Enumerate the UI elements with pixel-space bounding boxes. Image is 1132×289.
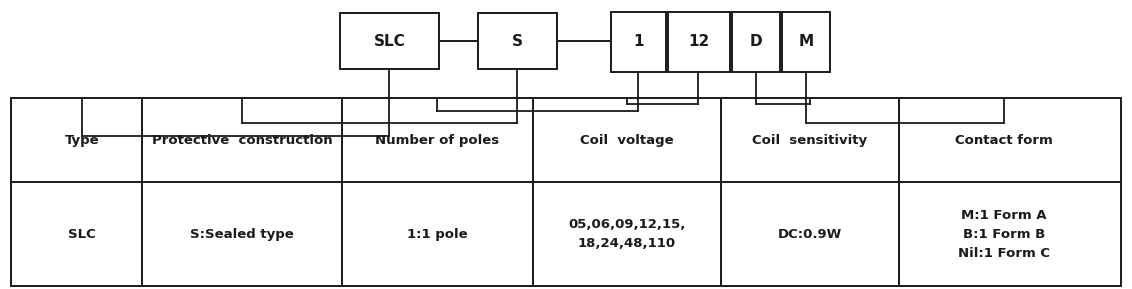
Text: DC:0.9W: DC:0.9W bbox=[778, 228, 842, 240]
Bar bbox=[478, 13, 557, 69]
Text: Contact form: Contact form bbox=[955, 134, 1053, 147]
Text: Number of poles: Number of poles bbox=[375, 134, 499, 147]
Bar bbox=[732, 12, 780, 72]
Text: 12: 12 bbox=[688, 34, 710, 49]
Text: M:1 Form A
B:1 Form B
Nil:1 Form C: M:1 Form A B:1 Form B Nil:1 Form C bbox=[958, 209, 1050, 260]
Text: D: D bbox=[749, 34, 763, 49]
Text: 1: 1 bbox=[633, 34, 644, 49]
Text: Protective  construction: Protective construction bbox=[152, 134, 333, 147]
Text: SLC: SLC bbox=[374, 34, 405, 49]
Bar bbox=[668, 12, 730, 72]
Text: Coil  sensitivity: Coil sensitivity bbox=[753, 134, 867, 147]
Text: SLC: SLC bbox=[68, 228, 96, 240]
Text: S: S bbox=[512, 34, 523, 49]
Text: Type: Type bbox=[65, 134, 100, 147]
Text: S:Sealed type: S:Sealed type bbox=[190, 228, 294, 240]
Text: Coil  voltage: Coil voltage bbox=[581, 134, 674, 147]
Text: 05,06,09,12,15,
18,24,48,110: 05,06,09,12,15, 18,24,48,110 bbox=[568, 218, 686, 250]
Text: 1:1 pole: 1:1 pole bbox=[408, 228, 468, 240]
Bar bbox=[611, 12, 666, 72]
Text: M: M bbox=[798, 34, 814, 49]
Bar bbox=[11, 98, 1121, 286]
Bar bbox=[340, 13, 439, 69]
Bar bbox=[782, 12, 830, 72]
